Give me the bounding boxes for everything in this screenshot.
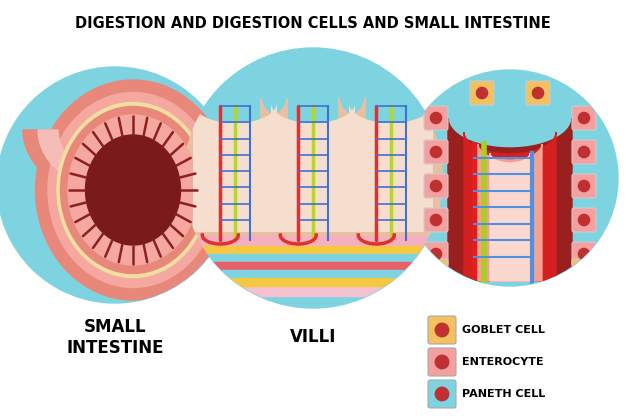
FancyBboxPatch shape xyxy=(572,140,596,164)
FancyBboxPatch shape xyxy=(428,380,456,408)
Ellipse shape xyxy=(86,135,180,245)
Circle shape xyxy=(578,181,590,191)
FancyBboxPatch shape xyxy=(424,259,448,283)
Bar xyxy=(183,262,443,270)
Circle shape xyxy=(578,265,590,277)
Circle shape xyxy=(578,112,590,124)
Polygon shape xyxy=(271,103,355,232)
FancyBboxPatch shape xyxy=(424,106,448,130)
Polygon shape xyxy=(349,103,433,232)
Circle shape xyxy=(435,323,449,337)
FancyBboxPatch shape xyxy=(572,208,596,232)
Circle shape xyxy=(402,70,618,286)
Polygon shape xyxy=(448,118,572,281)
Circle shape xyxy=(431,214,441,226)
FancyBboxPatch shape xyxy=(572,242,596,266)
Ellipse shape xyxy=(61,107,205,273)
Polygon shape xyxy=(478,144,542,281)
Circle shape xyxy=(435,355,449,369)
Text: SMALL
INTESTINE: SMALL INTESTINE xyxy=(66,318,164,357)
Text: PANETH CELL: PANETH CELL xyxy=(462,389,545,399)
Circle shape xyxy=(431,146,441,158)
Polygon shape xyxy=(339,98,443,235)
Polygon shape xyxy=(261,98,365,235)
Bar xyxy=(183,254,443,262)
Circle shape xyxy=(183,48,443,308)
FancyBboxPatch shape xyxy=(572,174,596,198)
FancyBboxPatch shape xyxy=(424,140,448,164)
Polygon shape xyxy=(38,130,146,204)
Bar xyxy=(183,270,443,278)
Circle shape xyxy=(578,214,590,226)
Polygon shape xyxy=(490,153,530,281)
Text: DIGESTION AND DIGESTION CELLS AND SMALL INTESTINE: DIGESTION AND DIGESTION CELLS AND SMALL … xyxy=(75,16,551,31)
Text: GOBLET CELL: GOBLET CELL xyxy=(462,325,545,335)
FancyBboxPatch shape xyxy=(526,81,550,105)
Circle shape xyxy=(435,387,449,401)
Polygon shape xyxy=(23,130,149,213)
Bar xyxy=(183,228,443,248)
FancyBboxPatch shape xyxy=(424,208,448,232)
Circle shape xyxy=(431,248,441,260)
Circle shape xyxy=(532,87,543,99)
FancyBboxPatch shape xyxy=(428,348,456,376)
FancyBboxPatch shape xyxy=(428,316,456,344)
Ellipse shape xyxy=(36,80,230,300)
Bar xyxy=(183,246,443,254)
Polygon shape xyxy=(464,132,556,281)
Circle shape xyxy=(0,67,233,303)
Bar xyxy=(183,278,443,286)
FancyBboxPatch shape xyxy=(424,174,448,198)
FancyBboxPatch shape xyxy=(424,242,448,266)
Text: VILLI: VILLI xyxy=(290,328,336,346)
Ellipse shape xyxy=(68,115,198,265)
Circle shape xyxy=(578,146,590,158)
FancyBboxPatch shape xyxy=(470,81,494,105)
Ellipse shape xyxy=(48,92,218,288)
Polygon shape xyxy=(183,98,287,235)
Circle shape xyxy=(431,265,441,277)
Circle shape xyxy=(431,112,441,124)
Bar xyxy=(183,246,443,296)
FancyBboxPatch shape xyxy=(572,106,596,130)
Ellipse shape xyxy=(57,102,209,278)
Circle shape xyxy=(578,248,590,260)
Polygon shape xyxy=(193,103,277,232)
Circle shape xyxy=(476,87,488,99)
FancyBboxPatch shape xyxy=(572,259,596,283)
Text: ENTEROCYTE: ENTEROCYTE xyxy=(462,357,543,367)
Circle shape xyxy=(431,181,441,191)
